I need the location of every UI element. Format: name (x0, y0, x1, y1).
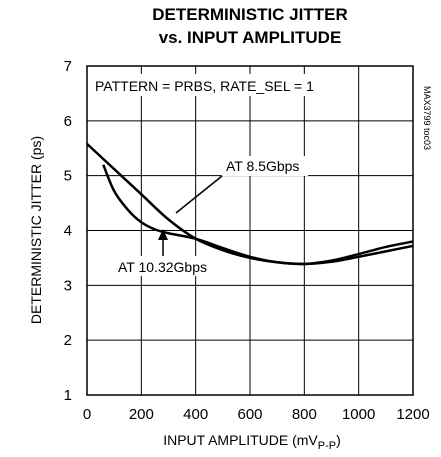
chart-title-line1: DETERMINISTIC JITTER (152, 5, 348, 24)
x-tick-labels: 0 200 400 600 800 1000 1200 (83, 406, 430, 423)
y-tick-label: 4 (64, 223, 72, 240)
x-axis-label-close: ) (336, 432, 341, 448)
annotation-box-background (88, 74, 324, 96)
x-axis-label-main: INPUT AMPLITUDE (mV (163, 432, 318, 448)
series-label-bg-8-5 (222, 156, 308, 176)
series-pointer-8-5gbps (175, 175, 223, 214)
x-axis-label: INPUT AMPLITUDE (mVP-P) (163, 432, 341, 452)
y-axis-label: DETERMINISTIC JITTER (ps) (28, 136, 44, 324)
x-tick-label: 400 (183, 406, 208, 423)
series-line-1 (102, 164, 414, 266)
series-label-bg-10-32 (114, 256, 230, 276)
series-label-10-32gbps: AT 10.32Gbps (118, 259, 207, 275)
x-tick-label: 600 (237, 406, 262, 423)
chart-title-line2: vs. INPUT AMPLITUDE (159, 28, 342, 47)
grid (87, 66, 413, 395)
side-note: MAX3799 toc03 (422, 86, 432, 150)
plot-frame (86, 65, 414, 396)
y-tick-label: 6 (64, 113, 72, 130)
series-group (86, 142, 414, 266)
x-tick-label: 0 (83, 406, 91, 423)
y-tick-label: 1 (64, 387, 72, 404)
x-tick-label: 800 (292, 406, 317, 423)
y-tick-labels: 1 2 3 4 5 6 7 (64, 58, 72, 404)
y-tick-label: 2 (64, 332, 72, 349)
x-axis-label-subscript: P-P (318, 440, 336, 452)
annotation-box: PATTERN = PRBS, RATE_SEL = 1 (95, 78, 314, 94)
x-tick-label: 200 (129, 406, 154, 423)
y-tick-label: 5 (64, 168, 72, 185)
series-label-8-5gbps: AT 8.5Gbps (226, 158, 299, 174)
y-tick-label: 7 (64, 58, 72, 75)
x-tick-label: 1200 (396, 406, 429, 423)
series-pointer-arrowhead (158, 229, 168, 240)
x-tick-label: 1000 (342, 406, 375, 423)
y-tick-label: 3 (64, 277, 72, 294)
